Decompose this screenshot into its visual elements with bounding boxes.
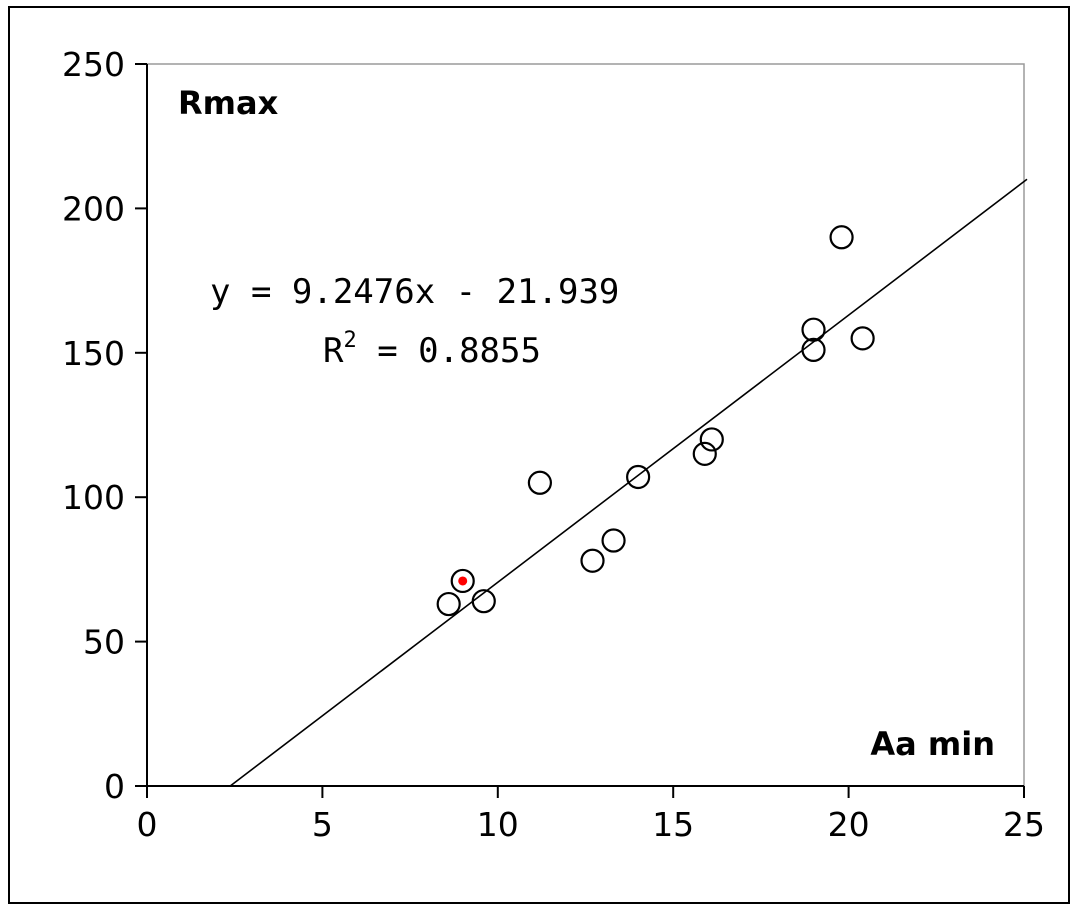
data-point bbox=[692, 441, 717, 466]
r-squared-value: = 0.8855 bbox=[357, 331, 541, 371]
plot-area bbox=[146, 63, 1025, 787]
r-squared-label: R2 = 0.8855 bbox=[323, 328, 541, 371]
x-tick-label: 25 bbox=[1003, 805, 1045, 844]
y-tick-label: 250 bbox=[62, 45, 125, 84]
data-point bbox=[580, 548, 605, 573]
x-axis-ticks: 0 5 10 15 20 25 bbox=[137, 786, 1045, 844]
y-tick-label: 200 bbox=[62, 189, 125, 228]
y-axis-title: Rmax bbox=[178, 84, 279, 122]
data-point bbox=[436, 591, 461, 617]
x-tick-label: 20 bbox=[828, 805, 870, 844]
data-point bbox=[850, 326, 875, 351]
y-axis-ticks: 0 50 100 150 200 250 bbox=[62, 45, 147, 806]
x-axis-title: Aa min bbox=[870, 725, 995, 763]
data-point bbox=[626, 464, 651, 490]
data-point bbox=[471, 589, 496, 614]
data-point bbox=[801, 317, 826, 342]
x-tick-label: 0 bbox=[137, 805, 158, 844]
data-point bbox=[829, 225, 854, 250]
data-point bbox=[801, 337, 826, 363]
data-point bbox=[450, 568, 475, 594]
x-tick-label: 10 bbox=[477, 805, 519, 844]
highlighted-point-dot bbox=[458, 576, 468, 586]
data-points bbox=[436, 225, 875, 617]
data-point bbox=[527, 470, 552, 495]
x-tick-label: 15 bbox=[652, 805, 694, 844]
y-tick-label: 50 bbox=[83, 623, 125, 662]
x-tick-label: 5 bbox=[312, 805, 333, 844]
r-squared-prefix: R bbox=[323, 331, 344, 371]
trendline-equation: y = 9.2476x - 21.939 bbox=[210, 272, 619, 312]
r-squared-superscript: 2 bbox=[343, 328, 356, 353]
y-tick-label: 0 bbox=[104, 767, 125, 806]
data-point bbox=[601, 528, 626, 553]
data-point bbox=[699, 427, 724, 452]
y-tick-label: 150 bbox=[62, 334, 125, 373]
y-tick-label: 100 bbox=[62, 478, 125, 517]
chart-frame bbox=[8, 6, 1070, 904]
